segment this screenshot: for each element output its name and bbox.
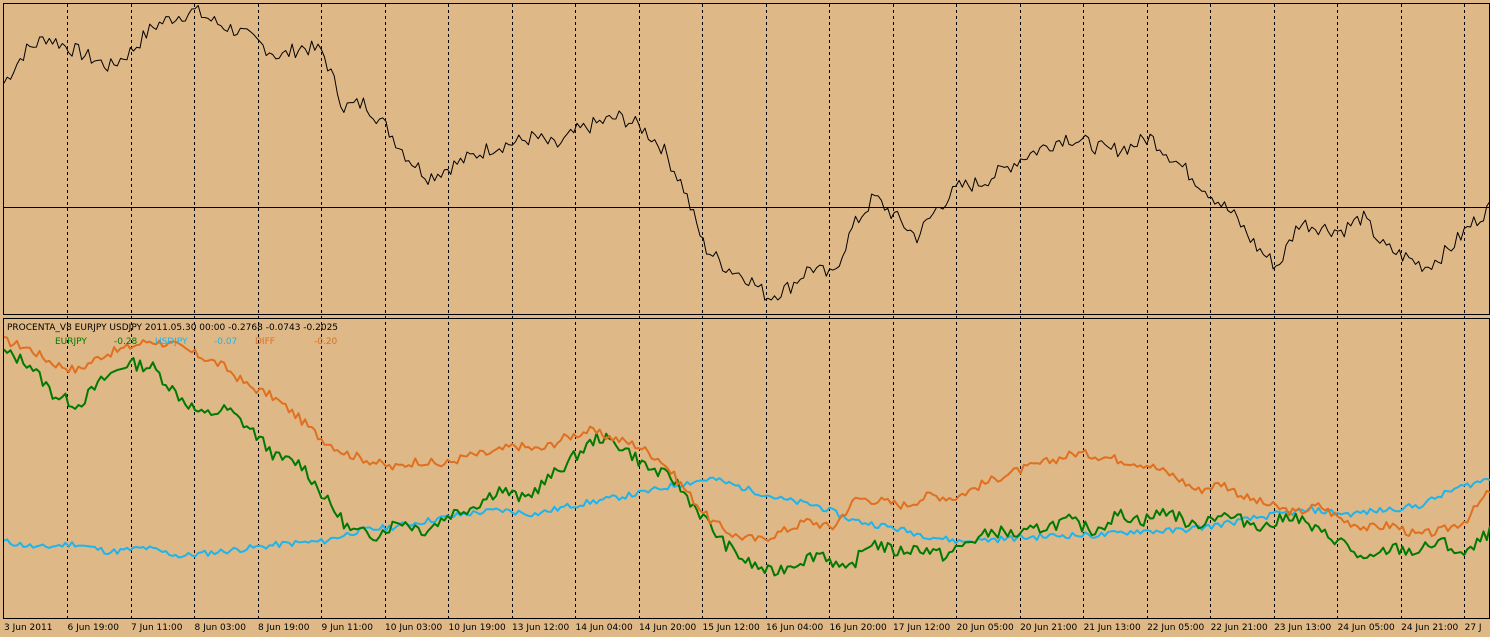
- x-tick-label: 16 Jun 04:00: [766, 623, 823, 633]
- x-tick-label: 24 Jun 21:00: [1401, 623, 1458, 633]
- x-tick-label: 3 Jun 2011: [4, 623, 52, 633]
- legend-eurjpy-label: EURJPY: [55, 337, 87, 347]
- top-series-line: [3, 5, 1490, 301]
- legend-usdjpy-value: -0.07: [214, 337, 237, 347]
- legend-usdjpy-label: USDJPY: [155, 337, 188, 347]
- x-tick-label: 16 Jun 20:00: [830, 623, 887, 633]
- x-tick-label: 14 Jun 04:00: [576, 623, 633, 633]
- indicator-series: [3, 336, 1490, 577]
- indicator-header: PROCENTA_V8 EURJPY USDJPY 2011.05.30 00:…: [7, 323, 338, 333]
- x-tick-label: 8 Jun 03:00: [195, 623, 247, 633]
- legend-diff-label: DIFF: [255, 337, 275, 347]
- x-tick-label: 22 Jun 21:00: [1211, 623, 1268, 633]
- x-axis: 3 Jun 2011 6 Jun 19:00 7 Jun 11:00 8 Jun 03…: [4, 623, 1482, 633]
- legend-eurjpy-value: -0.28: [114, 337, 138, 347]
- eurjpy-line: [3, 348, 1490, 577]
- x-tick-label: 20 Jun 21:00: [1020, 623, 1077, 633]
- legend-diff-value: -0.20: [314, 337, 338, 347]
- x-tick-label: 17 Jun 12:00: [893, 623, 950, 633]
- indicator-legend: EURJPY -0.28 USDJPY -0.07 DIFF -0.20: [55, 337, 338, 347]
- x-tick-label: 20 Jun 05:00: [957, 623, 1014, 633]
- x-tick-label: 7 Jun 11:00: [131, 623, 183, 633]
- x-tick-label: 27 J: [1465, 623, 1482, 633]
- x-tick-label: 8 Jun 19:00: [258, 623, 310, 633]
- x-tick-label: 10 Jun 19:00: [449, 623, 506, 633]
- x-tick-label: 15 Jun 12:00: [703, 623, 760, 633]
- x-tick-label: 10 Jun 03:00: [385, 623, 442, 633]
- x-tick-label: 6 Jun 19:00: [68, 623, 120, 633]
- x-tick-label: 14 Jun 20:00: [639, 623, 696, 633]
- x-tick-label: 22 Jun 05:00: [1147, 623, 1204, 633]
- x-tick-label: 13 Jun 12:00: [512, 623, 569, 633]
- x-tick-label: 21 Jun 13:00: [1084, 623, 1141, 633]
- x-tick-label: 24 Jun 05:00: [1338, 623, 1395, 633]
- diff-line: [3, 336, 1490, 542]
- top-series-path: [3, 5, 1490, 301]
- x-tick-label: 9 Jun 11:00: [322, 623, 374, 633]
- x-tick-label: 23 Jun 13:00: [1274, 623, 1331, 633]
